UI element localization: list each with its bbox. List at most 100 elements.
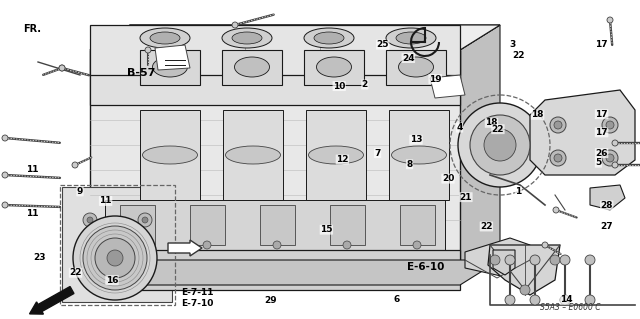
Polygon shape: [90, 250, 460, 290]
Polygon shape: [430, 75, 465, 98]
Polygon shape: [90, 25, 500, 50]
Bar: [60, 185, 175, 305]
Circle shape: [83, 213, 97, 227]
Circle shape: [607, 17, 613, 23]
Circle shape: [550, 150, 566, 166]
Circle shape: [95, 238, 135, 278]
Text: 19: 19: [429, 75, 442, 84]
Circle shape: [553, 207, 559, 213]
Circle shape: [87, 262, 93, 268]
Text: 11: 11: [99, 197, 112, 205]
Text: 28: 28: [600, 201, 613, 210]
FancyArrow shape: [29, 286, 74, 314]
Ellipse shape: [143, 146, 198, 164]
Circle shape: [560, 295, 570, 305]
Circle shape: [83, 226, 147, 290]
Bar: [400, 205, 435, 245]
Text: 18: 18: [531, 110, 544, 119]
Ellipse shape: [152, 57, 188, 77]
Text: 7: 7: [374, 149, 381, 158]
Text: 15: 15: [320, 225, 333, 234]
Text: E-7-10: E-7-10: [181, 299, 213, 308]
Text: 14: 14: [560, 295, 573, 304]
Polygon shape: [155, 45, 190, 70]
Text: S5A3 – E0600 C: S5A3 – E0600 C: [540, 303, 600, 313]
Text: 12: 12: [336, 155, 349, 164]
Text: 22: 22: [69, 268, 82, 277]
Text: 6: 6: [394, 295, 400, 304]
Circle shape: [2, 202, 8, 208]
Polygon shape: [90, 255, 500, 280]
Bar: [140, 110, 200, 200]
Circle shape: [107, 250, 123, 266]
Text: 4: 4: [456, 123, 463, 132]
Circle shape: [142, 262, 148, 268]
Polygon shape: [90, 50, 460, 105]
Ellipse shape: [314, 32, 344, 44]
Bar: [140, 50, 200, 85]
Polygon shape: [460, 25, 500, 280]
Circle shape: [83, 258, 97, 272]
Bar: [389, 110, 449, 200]
Circle shape: [484, 129, 516, 161]
Text: 13: 13: [410, 135, 422, 144]
Text: 5: 5: [595, 158, 602, 167]
Text: 18: 18: [485, 118, 498, 127]
Circle shape: [490, 255, 500, 265]
Text: 22: 22: [492, 125, 504, 134]
Ellipse shape: [396, 32, 426, 44]
Circle shape: [413, 241, 421, 249]
Text: 3: 3: [509, 40, 515, 49]
Text: 20: 20: [442, 174, 454, 183]
Circle shape: [520, 285, 530, 295]
Circle shape: [145, 47, 151, 53]
Ellipse shape: [399, 57, 433, 77]
Circle shape: [343, 241, 351, 249]
Circle shape: [505, 295, 515, 305]
Circle shape: [612, 162, 618, 168]
Text: 23: 23: [33, 253, 46, 262]
Bar: [120, 205, 155, 245]
Bar: [105, 200, 445, 250]
Circle shape: [138, 213, 152, 227]
Text: E-7-11: E-7-11: [181, 288, 213, 297]
Text: 11: 11: [26, 209, 38, 218]
Circle shape: [554, 154, 562, 162]
Polygon shape: [590, 185, 625, 210]
Polygon shape: [90, 25, 500, 50]
Polygon shape: [90, 260, 500, 285]
Circle shape: [606, 154, 614, 162]
Circle shape: [550, 117, 566, 133]
Circle shape: [59, 65, 65, 71]
Text: 26: 26: [595, 149, 608, 158]
Circle shape: [73, 216, 157, 300]
Polygon shape: [493, 250, 515, 275]
Text: 1: 1: [515, 187, 522, 196]
Ellipse shape: [150, 32, 180, 44]
Ellipse shape: [392, 146, 447, 164]
Bar: [62, 187, 172, 302]
Circle shape: [2, 172, 8, 178]
Circle shape: [505, 255, 515, 265]
Circle shape: [138, 258, 152, 272]
Circle shape: [542, 242, 548, 248]
Circle shape: [203, 241, 211, 249]
Text: 29: 29: [264, 296, 276, 305]
Circle shape: [585, 255, 595, 265]
Circle shape: [87, 217, 93, 223]
Ellipse shape: [140, 28, 190, 48]
Bar: [223, 110, 283, 200]
Text: 17: 17: [595, 128, 608, 137]
Bar: [222, 50, 282, 85]
Bar: [260, 205, 295, 245]
Text: 16: 16: [106, 276, 118, 285]
Ellipse shape: [225, 146, 280, 164]
Circle shape: [585, 295, 595, 305]
Circle shape: [59, 65, 65, 71]
Circle shape: [2, 135, 8, 141]
Ellipse shape: [317, 57, 351, 77]
Text: 10: 10: [333, 82, 346, 91]
Polygon shape: [90, 50, 460, 280]
Circle shape: [560, 255, 570, 265]
Ellipse shape: [222, 28, 272, 48]
